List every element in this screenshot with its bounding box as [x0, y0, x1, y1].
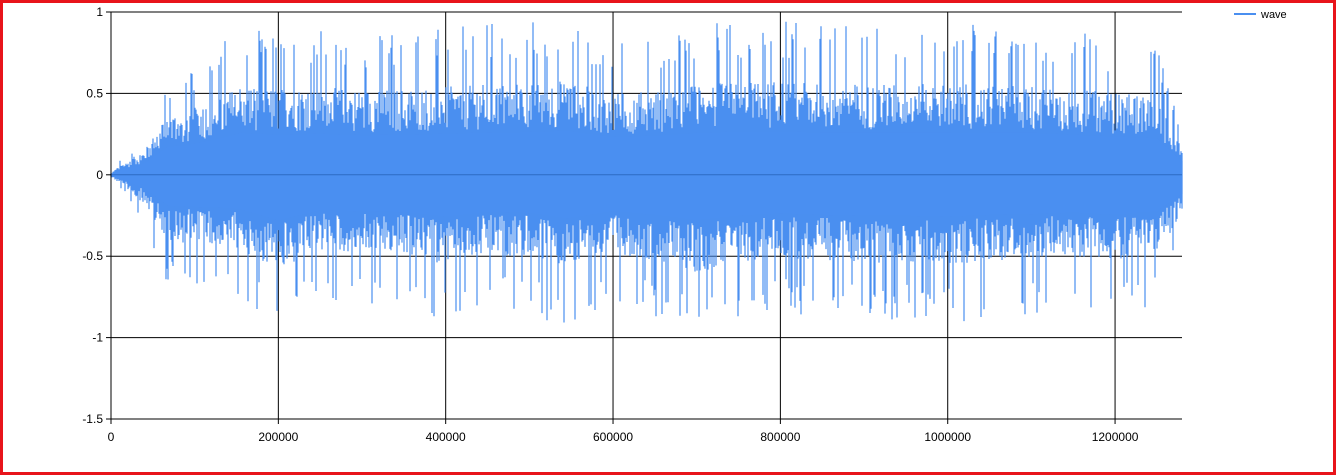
wave-series [110, 21, 1183, 323]
wave-core [110, 130, 1183, 221]
y-tick-label: -0.5 [82, 249, 103, 263]
y-tick-label: -1 [92, 331, 103, 345]
y-tick-label: 0 [96, 168, 103, 182]
x-tick-label: 400000 [426, 430, 466, 444]
x-tick-label: 200000 [258, 430, 298, 444]
x-tick-label: 1000000 [924, 430, 971, 444]
y-tick-label: 0.5 [86, 86, 103, 100]
x-tick-label: 600000 [593, 430, 633, 444]
x-tick-label: 800000 [760, 430, 800, 444]
legend: wave [1234, 9, 1287, 21]
x-tick-label: 1200000 [1092, 430, 1139, 444]
y-tick-label: -1.5 [82, 412, 103, 426]
x-tick-label: 0 [108, 430, 115, 444]
y-tick-label: 1 [96, 5, 103, 19]
legend-label-wave: wave [1260, 9, 1287, 21]
axes: 1 0.5 0 -0.5 -1 -1.5 0 200000 400000 600000 800000… [82, 5, 1182, 444]
